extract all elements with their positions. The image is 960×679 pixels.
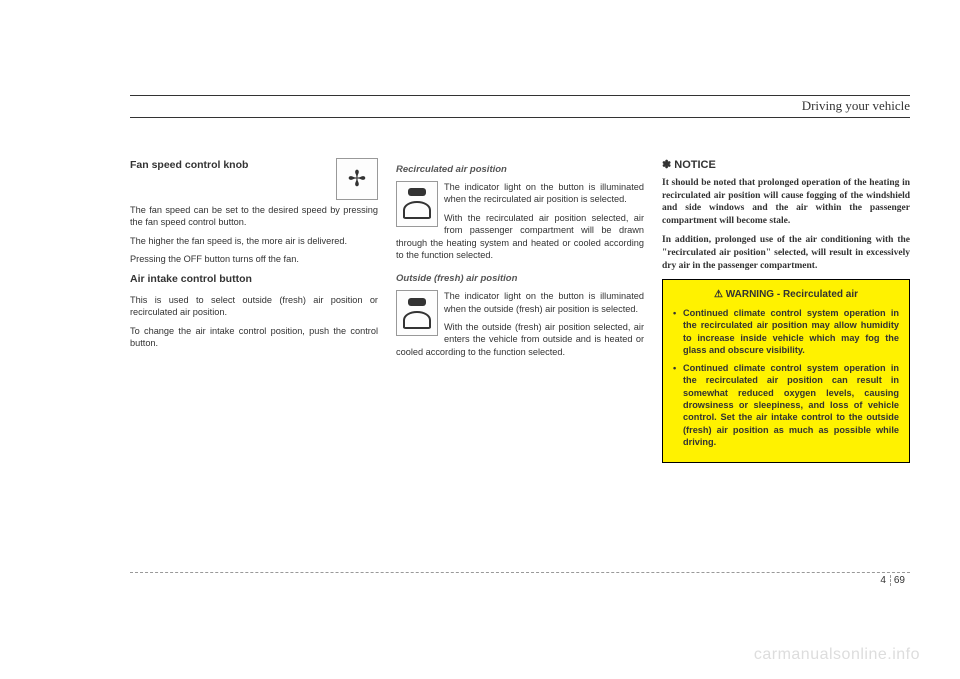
text: To change the air intake control positio… (130, 325, 378, 350)
columns: ✢ Fan speed control knob The fan speed c… (130, 158, 910, 463)
text: This is used to select outside (fresh) a… (130, 294, 378, 319)
notice-text: In addition, prolonged use of the air co… (662, 234, 910, 272)
text: The fan speed can be set to the desired … (130, 204, 378, 229)
footer-rule (130, 572, 910, 573)
text: Pressing the OFF button turns off the fa… (130, 253, 378, 265)
rule-top (130, 95, 910, 96)
column-3: ✽ NOTICE It should be noted that prolong… (662, 158, 910, 463)
notice-text: It should be noted that prolonged operat… (662, 177, 910, 228)
page-number-value: 69 (894, 575, 905, 586)
chapter-number: 4 (880, 575, 891, 586)
text: The higher the fan speed is, the more ai… (130, 235, 378, 247)
column-2: Recirculated air position The indicator … (396, 158, 644, 463)
recirc-icon (396, 181, 438, 227)
section-header: Driving your vehicle (130, 98, 910, 118)
fan-icon: ✢ (336, 158, 378, 200)
page-content: Driving your vehicle ✢ Fan speed control… (130, 95, 910, 463)
outside-icon (396, 290, 438, 336)
warning-box: ⚠ WARNING - Recirculated air Continued c… (662, 279, 910, 463)
heading-air-intake: Air intake control button (130, 272, 378, 286)
warning-item: Continued climate control system operati… (673, 307, 899, 357)
notice-heading: ✽ NOTICE (662, 158, 910, 173)
warning-list: Continued climate control system operati… (673, 307, 899, 449)
warning-title: ⚠ WARNING - Recirculated air (673, 288, 899, 302)
watermark: carmanualsonline.info (754, 646, 920, 664)
person-icon (403, 311, 431, 329)
indicator-icon (408, 298, 426, 306)
person-icon (403, 201, 431, 219)
column-1: ✢ Fan speed control knob The fan speed c… (130, 158, 378, 463)
page-number: 469 (880, 575, 905, 586)
subhead-outside: Outside (fresh) air position (396, 273, 644, 286)
warning-item: Continued climate control system operati… (673, 362, 899, 449)
indicator-icon (408, 188, 426, 196)
subhead-recirc: Recirculated air position (396, 164, 644, 177)
